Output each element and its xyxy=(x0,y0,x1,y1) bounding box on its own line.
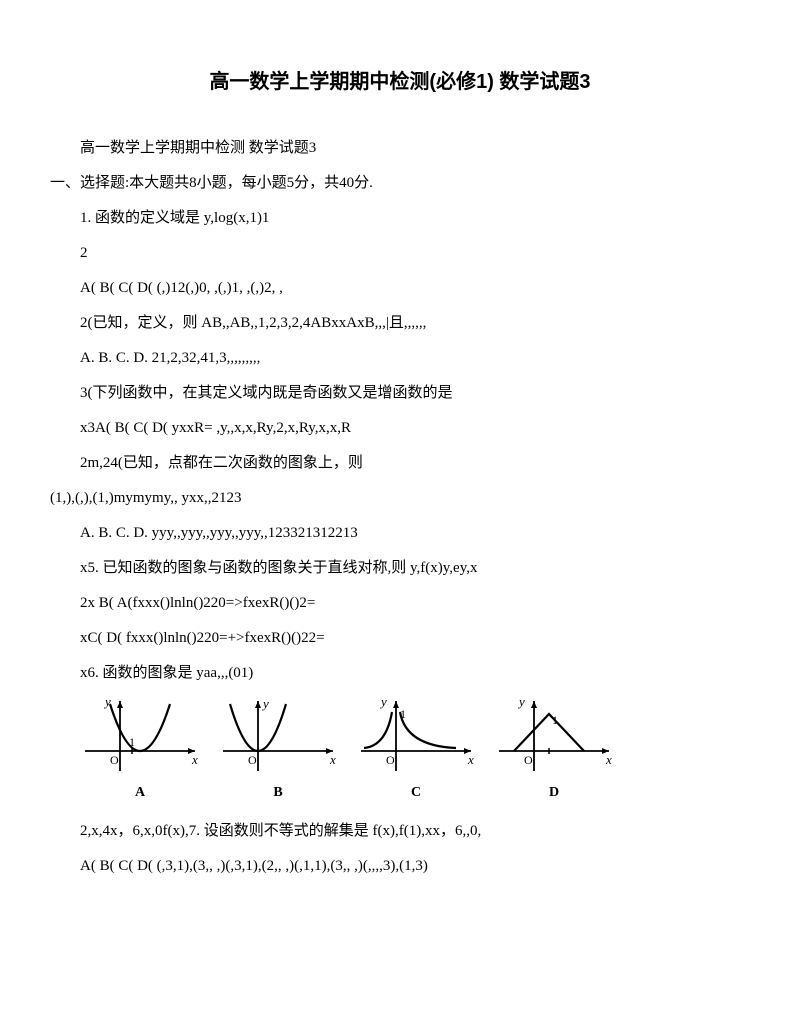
text-line: 2,x,4x，6,x,0f(x),7. 设函数则不等式的解集是 f(x),f(1… xyxy=(50,815,750,848)
graph-label-b: B xyxy=(273,778,282,809)
text-line: (1,),(,),(1,)mymymy,, yxx,,2123 xyxy=(50,482,750,515)
svg-text:y: y xyxy=(261,696,269,711)
graph-row: y x O 1 A y x O B y x xyxy=(80,696,750,809)
graph-a: y x O 1 A xyxy=(80,696,200,809)
text-line: 3(下列函数中，在其定义域内既是奇函数又是增函数的是 xyxy=(50,377,750,410)
graph-b: y x O B xyxy=(218,696,338,809)
text-line: A. B. C. D. 21,2,32,41,3,,,,,,,,, xyxy=(50,342,750,375)
svg-text:x: x xyxy=(467,752,474,767)
svg-text:y: y xyxy=(517,696,525,709)
svg-text:1: 1 xyxy=(400,707,406,721)
text-line: 2(已知，定义，则 AB,,AB,,1,2,3,2,4ABxxAxB,,,|且,… xyxy=(50,307,750,340)
svg-text:y: y xyxy=(379,696,387,709)
text-line: A( B( C( D( (,)12(,)0, ,(,)1, ,(,)2, , xyxy=(50,272,750,305)
svg-text:x: x xyxy=(329,752,336,767)
svg-text:1: 1 xyxy=(552,713,558,727)
text-line: 2 xyxy=(50,237,750,270)
graph-label-a: A xyxy=(135,778,145,809)
svg-text:y: y xyxy=(103,696,111,709)
svg-text:x: x xyxy=(605,752,612,767)
svg-text:1: 1 xyxy=(129,735,135,749)
text-line: 1. 函数的定义域是 y,log(x,1)1 xyxy=(50,202,750,235)
graph-label-c: C xyxy=(411,778,421,809)
text-line: x5. 已知函数的图象与函数的图象关于直线对称,则 y,f(x)y,ey,x xyxy=(50,552,750,585)
text-line: x3A( B( C( D( yxxR= ,y,,x,x,Ry,2,x,Ry,x,… xyxy=(50,412,750,445)
text-line: 2x B( A(fxxx()lnln()220=>fxexR()()2= xyxy=(50,587,750,620)
text-line: 2m,24(已知，点都在二次函数的图象上，则 xyxy=(50,447,750,480)
text-line: xC( D( fxxx()lnln()220=+>fxexR()()22= xyxy=(50,622,750,655)
page-title: 高一数学上学期期中检测(必修1) 数学试题3 xyxy=(50,60,750,104)
svg-text:O: O xyxy=(248,753,257,767)
graph-c: y x O 1 C xyxy=(356,696,476,809)
content-lines-after: 2,x,4x，6,x,0f(x),7. 设函数则不等式的解集是 f(x),f(1… xyxy=(50,815,750,883)
content-lines: 高一数学上学期期中检测 数学试题3一、选择题:本大题共8小题，每小题5分，共40… xyxy=(50,132,750,690)
text-line: x6. 函数的图象是 yaa,,,(01) xyxy=(50,657,750,690)
graph-label-d: D xyxy=(549,778,559,809)
svg-text:x: x xyxy=(191,752,198,767)
text-line: 高一数学上学期期中检测 数学试题3 xyxy=(50,132,750,165)
svg-text:O: O xyxy=(386,753,395,767)
svg-text:O: O xyxy=(524,753,533,767)
text-line: A( B( C( D( (,3,1),(3,, ,)(,3,1),(2,, ,)… xyxy=(50,850,750,883)
text-line: 一、选择题:本大题共8小题，每小题5分，共40分. xyxy=(50,167,750,200)
text-line: A. B. C. D. yyy,,yyy,,yyy,,yyy,,12332131… xyxy=(50,517,750,550)
graph-d: y x O 1 D xyxy=(494,696,614,809)
svg-text:O: O xyxy=(110,753,119,767)
